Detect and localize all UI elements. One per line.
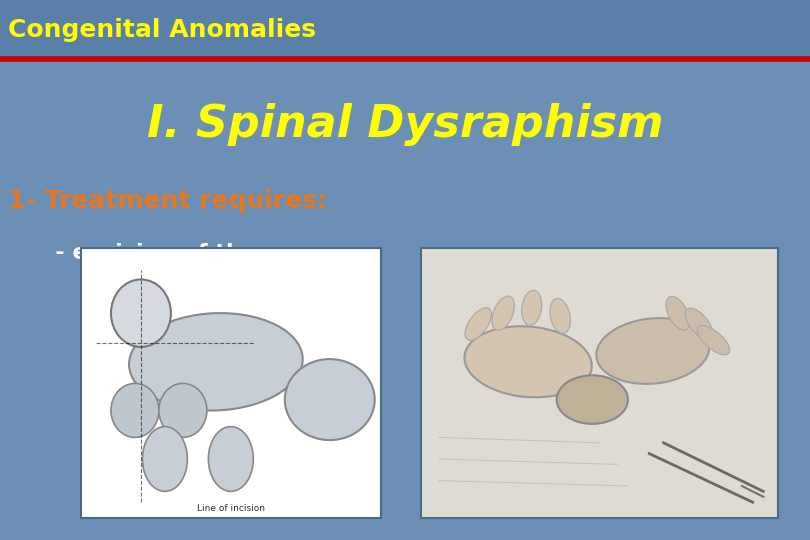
- Ellipse shape: [143, 427, 187, 491]
- Ellipse shape: [159, 383, 207, 437]
- Ellipse shape: [550, 299, 570, 333]
- Ellipse shape: [492, 296, 514, 330]
- Text: Congenital Anomalies: Congenital Anomalies: [8, 18, 316, 42]
- Ellipse shape: [596, 318, 710, 384]
- Bar: [0, 0, 810, 59]
- Bar: [0, 59, 810, 540]
- Circle shape: [285, 359, 375, 440]
- Ellipse shape: [465, 308, 492, 340]
- Text: 1- Treatment requires:: 1- Treatment requires:: [8, 189, 327, 213]
- Ellipse shape: [666, 296, 689, 330]
- Ellipse shape: [111, 280, 171, 347]
- Ellipse shape: [129, 313, 303, 410]
- Text: I. Spinal Dysraphism: I. Spinal Dysraphism: [147, 103, 663, 146]
- Ellipse shape: [464, 326, 592, 397]
- Ellipse shape: [685, 308, 713, 340]
- Ellipse shape: [208, 427, 254, 491]
- Ellipse shape: [697, 326, 730, 355]
- Ellipse shape: [111, 383, 159, 437]
- Text: Line of incision: Line of incision: [197, 504, 265, 513]
- Ellipse shape: [556, 375, 628, 424]
- Text: - excision of the sac: - excision of the sac: [32, 243, 307, 263]
- Ellipse shape: [522, 291, 542, 325]
